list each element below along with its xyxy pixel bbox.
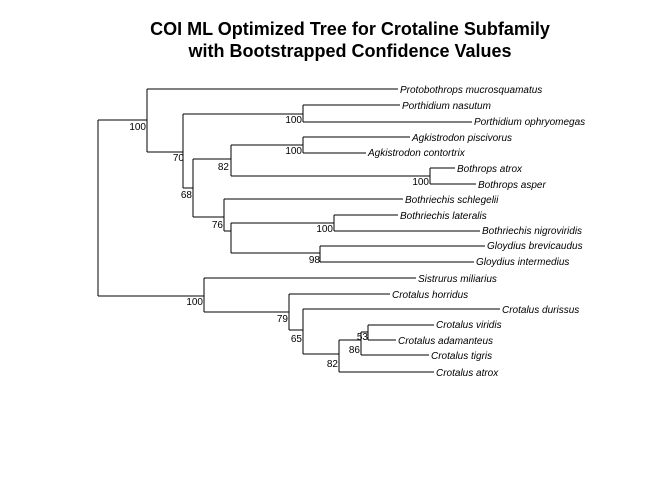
taxon-label: Bothrops atrox: [457, 164, 523, 175]
taxon-label: Bothriechis lateralis: [400, 211, 487, 222]
taxon-label: Sistrurus miliarius: [418, 274, 497, 285]
taxon-label: Crotalus adamanteus: [398, 336, 493, 347]
taxon-label: Gloydius brevicaudus: [487, 241, 583, 252]
bootstrap-value: 70: [173, 153, 185, 164]
taxon-label: Crotalus horridus: [392, 290, 468, 301]
bootstrap-value: 98: [309, 255, 321, 266]
taxon-label: Porthidium nasutum: [402, 101, 491, 112]
bootstrap-value: 53: [357, 332, 369, 343]
bootstrap-value: 100: [316, 224, 333, 235]
chart-title-line-2: with Bootstrapped Confidence Values: [188, 41, 512, 61]
bootstrap-value: 100: [186, 297, 203, 308]
taxon-label: Gloydius intermedius: [476, 257, 569, 268]
bootstrap-value: 76: [212, 220, 224, 231]
chart-title-line-1: COI ML Optimized Tree for Crotaline Subf…: [150, 19, 550, 39]
bootstrap-value: 100: [412, 177, 429, 188]
bootstrap-value: 86: [349, 345, 361, 356]
bootstrap-value: 68: [181, 190, 193, 201]
taxon-label: Agkistrodon contortrix: [367, 148, 466, 159]
bootstrap-value: 82: [218, 162, 230, 173]
taxon-label: Protobothrops mucrosquamatus: [400, 85, 542, 96]
taxon-label: Crotalus atrox: [436, 368, 499, 379]
bootstrap-value: 100: [285, 115, 302, 126]
bootstrap-value: 82: [327, 359, 339, 370]
bootstrap-value: 65: [291, 334, 303, 345]
taxon-label: Crotalus tigris: [431, 351, 492, 362]
tree-branches: [97, 88, 500, 373]
taxon-label: Bothrops asper: [478, 180, 546, 191]
bootstrap-value: 79: [277, 314, 289, 325]
bootstrap-value: 100: [285, 146, 302, 157]
bootstrap-labels: 100 100 70 100 82 100 68 76 100 98 100 7…: [129, 115, 429, 370]
taxon-labels: Protobothrops mucrosquamatus Porthidium …: [367, 85, 585, 379]
taxon-label: Bothriechis schlegelii: [405, 195, 499, 206]
taxon-label: Agkistrodon piscivorus: [411, 133, 512, 144]
taxon-label: Crotalus viridis: [436, 320, 502, 331]
bootstrap-value: 100: [129, 122, 146, 133]
taxon-label: Crotalus durissus: [502, 305, 579, 316]
taxon-label: Bothriechis nigroviridis: [482, 226, 582, 237]
taxon-label: Porthidium ophryomegas: [474, 117, 585, 128]
